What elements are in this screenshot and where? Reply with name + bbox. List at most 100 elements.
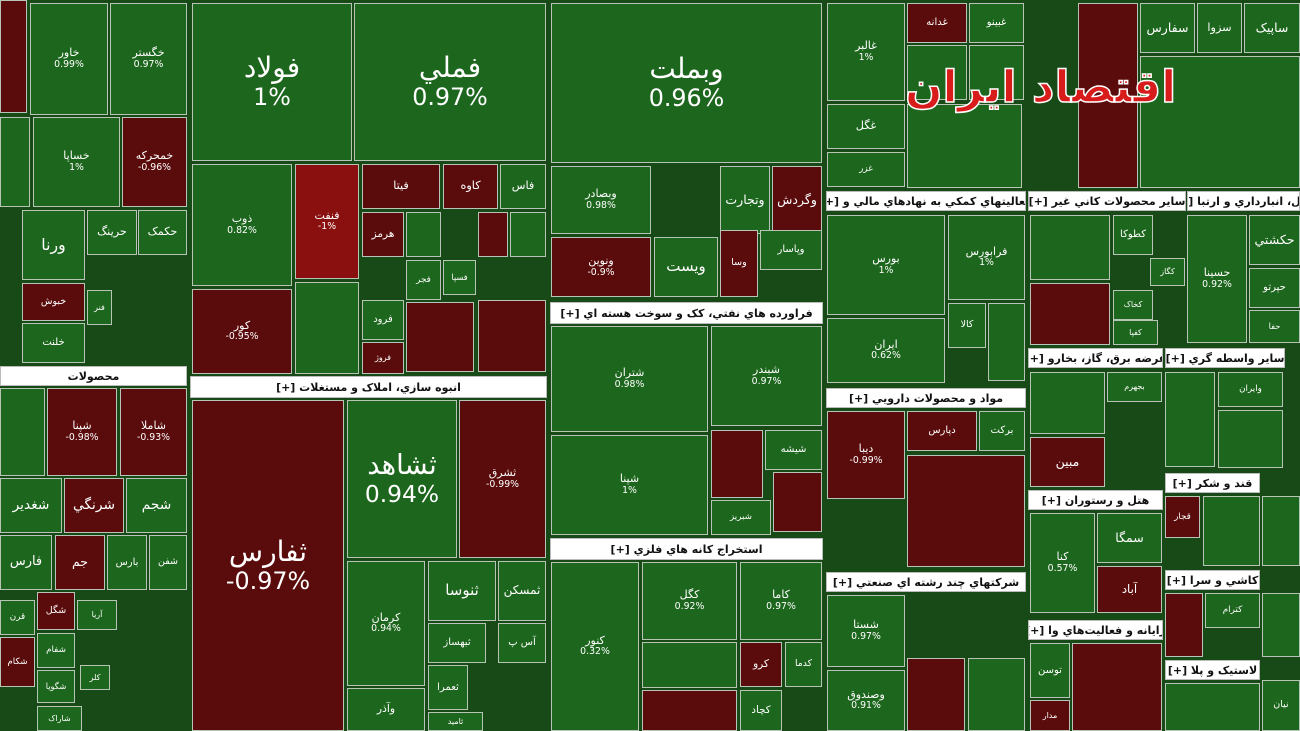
tile-label: حکشتي [1254, 231, 1295, 247]
tile-label: خساپا [63, 149, 90, 163]
tile: کرمان 0.94% [347, 561, 425, 686]
tile-label: ساپيک [1255, 19, 1289, 35]
tile-label: هرمز [371, 228, 395, 241]
tile-label: شجم [141, 496, 172, 513]
tile-label: آباد [1121, 581, 1138, 596]
section-header[interactable]: فراورده هاي نفتي، کک و سوخت هسته اي [+] [550, 302, 823, 324]
section-header[interactable]: لاستيک و پلا [+] [1165, 660, 1260, 680]
tile-label: غالبر [855, 39, 877, 53]
section-header[interactable]: محصولات [0, 366, 187, 386]
tile: وگردش [772, 166, 822, 234]
tile: حسينا 0.92% [1187, 215, 1247, 343]
tile: ثعمرا [428, 665, 468, 710]
tile-change: 1% [878, 264, 894, 276]
tile [1140, 56, 1300, 188]
tile-change: -0.93% [136, 431, 171, 443]
tile-label: فرود [373, 314, 393, 326]
tile: کترام [1205, 593, 1260, 628]
tile: ويست [654, 237, 718, 297]
section-header[interactable]: عرضه برق، گاز، بخارو [+] [1028, 348, 1163, 368]
section-header[interactable]: نقل، انبارداري و ارتبا [+] [1187, 191, 1300, 211]
tile: حپرتو [1249, 268, 1300, 308]
tile-change: 1% [858, 51, 874, 63]
tile-label: حکمک [147, 225, 178, 239]
tile: خلنت [22, 323, 85, 363]
tile-change: 0.99% [54, 58, 84, 70]
tile-label: کترام [1222, 605, 1243, 616]
tile-label: غزر [859, 164, 873, 175]
section-header[interactable]: قند و شکر [+] [1165, 473, 1260, 493]
tile-label: سمگا [1115, 529, 1144, 545]
tile [642, 642, 737, 688]
tile [907, 45, 967, 100]
tile-change: -1% [317, 221, 337, 233]
tile-label: حرينگ [97, 225, 127, 239]
tile: بجهرم [1107, 372, 1162, 402]
tile-label: کور [233, 318, 251, 332]
tile [1203, 496, 1260, 566]
tile: برکت [979, 411, 1025, 451]
tile: شرنگي [64, 478, 124, 533]
section-header[interactable]: شرکتهاي چند رشته اي صنعتي [+] [826, 572, 1026, 592]
tile-change: 0.57% [1047, 562, 1078, 574]
tile [907, 455, 1025, 567]
tile-label: کرو [753, 658, 769, 671]
section-header[interactable]: انبوه سازي، املاک و مستغلات [+] [190, 376, 547, 398]
tile: ديبا -0.99% [827, 411, 905, 499]
tile-label: شگل [45, 604, 67, 616]
section-header[interactable]: رايانه و فعاليت‌هاي وا [+] [1028, 620, 1163, 640]
tile-label: وپاسار [777, 244, 805, 256]
tile-label: حفا [1268, 320, 1281, 331]
tile-change: 0.32% [580, 646, 610, 658]
tile-label: شپنا [619, 472, 640, 486]
tile [968, 658, 1025, 731]
tile-label: شاملا [140, 419, 167, 433]
logo: اقتصاد ایران [904, 61, 1177, 114]
tile: وسا [720, 230, 758, 297]
tile: کور -0.95% [192, 289, 292, 374]
tile-label: وتجارت [725, 191, 765, 207]
tile [406, 302, 474, 372]
tile: هرمز [362, 212, 404, 257]
tile-label: کگل [679, 588, 700, 602]
tile-label: وصندوق [847, 687, 885, 701]
tile: شبريز [711, 500, 771, 535]
tile: کنا 0.57% [1030, 513, 1095, 613]
tile-label: بارس [115, 556, 139, 568]
tile-change: 1% [253, 83, 291, 112]
tile-label: حپرتو [1263, 282, 1286, 294]
tile: خگستر 0.97% [110, 3, 187, 115]
tile: کدما [785, 642, 822, 687]
tile: مدار [1030, 700, 1070, 731]
tile: کطوکا [1113, 215, 1153, 255]
tile-label: خگستر [132, 46, 165, 60]
tile-change: -0.97% [225, 566, 311, 595]
tile: فروژ [362, 342, 404, 374]
tile-label: غبينو [986, 17, 1007, 29]
tile: قجار [1165, 496, 1200, 538]
tile-label: وبملت [649, 52, 724, 86]
section-header[interactable]: استخراج کانه هاي فلزي [+] [550, 538, 823, 560]
tile-label: ديبا [858, 442, 874, 456]
tile: حکمک [138, 210, 187, 255]
section-header[interactable]: مواد و محصولات دارويي [+] [826, 388, 1026, 408]
tile: غبينو [969, 3, 1024, 43]
section-header[interactable]: ساير محصولات کاني غير [+] [1028, 191, 1186, 211]
tile: شيشه [765, 430, 822, 470]
tile: مبين [1030, 437, 1105, 487]
section-header[interactable]: هتل و رستوران [+] [1028, 490, 1163, 510]
tile [1078, 3, 1138, 188]
tile-change: -0.9% [587, 266, 615, 278]
tile-label: ثنوسا [445, 581, 479, 600]
tile: بارس [107, 535, 147, 590]
section-header[interactable]: ساير واسطه گري [+] [1165, 348, 1285, 368]
tile-label: خلنت [42, 337, 65, 349]
tile-label: سزوا [1207, 20, 1232, 34]
tile-label: کطوکا [1120, 229, 1146, 241]
tile: دپارس [907, 411, 977, 451]
section-header[interactable]: کاشي و سرا [+] [1165, 570, 1260, 590]
tile: شکام [0, 637, 35, 687]
tile-label: ثبهساز [443, 637, 471, 649]
tile-label: سفارس [1146, 19, 1189, 35]
section-header[interactable]: فعاليتهاي کمکي به نهادهاي مالي و [+] [826, 191, 1026, 211]
